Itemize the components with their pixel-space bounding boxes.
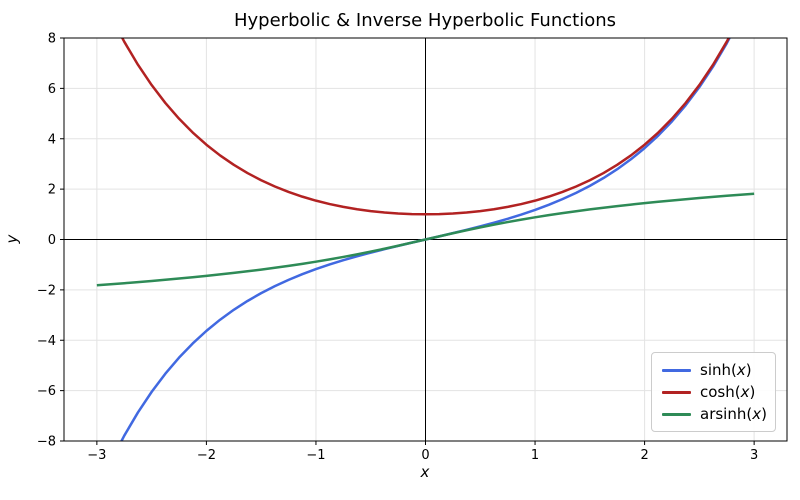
series-path-arsinhx: [96, 192, 755, 287]
y-tick-label: −6: [37, 384, 56, 399]
tick-labels: −3 −2 −1 0 1 2 3 −8 −6 −4 −2 0 2 4 6 8: [37, 32, 758, 464]
x-tick-label: 3: [750, 448, 758, 463]
series-lines: [96, 38, 755, 441]
series-path-coshx: [120, 38, 731, 216]
x-tick-label: −2: [197, 448, 216, 463]
y-tick-label: −2: [37, 283, 56, 298]
legend-line-swatch: [662, 390, 691, 394]
x-tick-label: 1: [531, 448, 539, 463]
legend-label: arsinh(x): [700, 405, 767, 423]
y-tick-label: 0: [48, 233, 56, 248]
legend-entry-sinhx: sinh(x): [662, 361, 765, 379]
y-tick-label: 2: [48, 183, 56, 198]
chart-title: Hyperbolic & Inverse Hyperbolic Function…: [234, 10, 616, 31]
y-tick-label: 4: [48, 132, 56, 147]
x-tick-label: 2: [640, 448, 648, 463]
y-tick-label: 8: [48, 32, 56, 47]
x-axis-label: x: [420, 463, 430, 481]
legend-entry-coshx: cosh(x): [662, 383, 765, 401]
y-axis-label: y: [3, 233, 21, 244]
y-tick-label: −4: [37, 334, 56, 349]
legend-line-swatch: [662, 368, 691, 372]
x-tick-label: −3: [87, 448, 106, 463]
x-tick-label: 0: [421, 448, 429, 463]
legend-line-swatch: [662, 412, 691, 416]
legend-label: cosh(x): [700, 383, 756, 401]
tick-marks: [60, 37, 755, 445]
y-tick-label: 6: [48, 82, 56, 97]
legend-entry-arsinhx: arsinh(x): [662, 405, 767, 423]
y-tick-label: −8: [37, 435, 56, 450]
legend-label: sinh(x): [700, 361, 752, 379]
legend: sinh(x) cosh(x) arsinh(x): [651, 352, 776, 432]
x-tick-label: −1: [306, 448, 325, 463]
